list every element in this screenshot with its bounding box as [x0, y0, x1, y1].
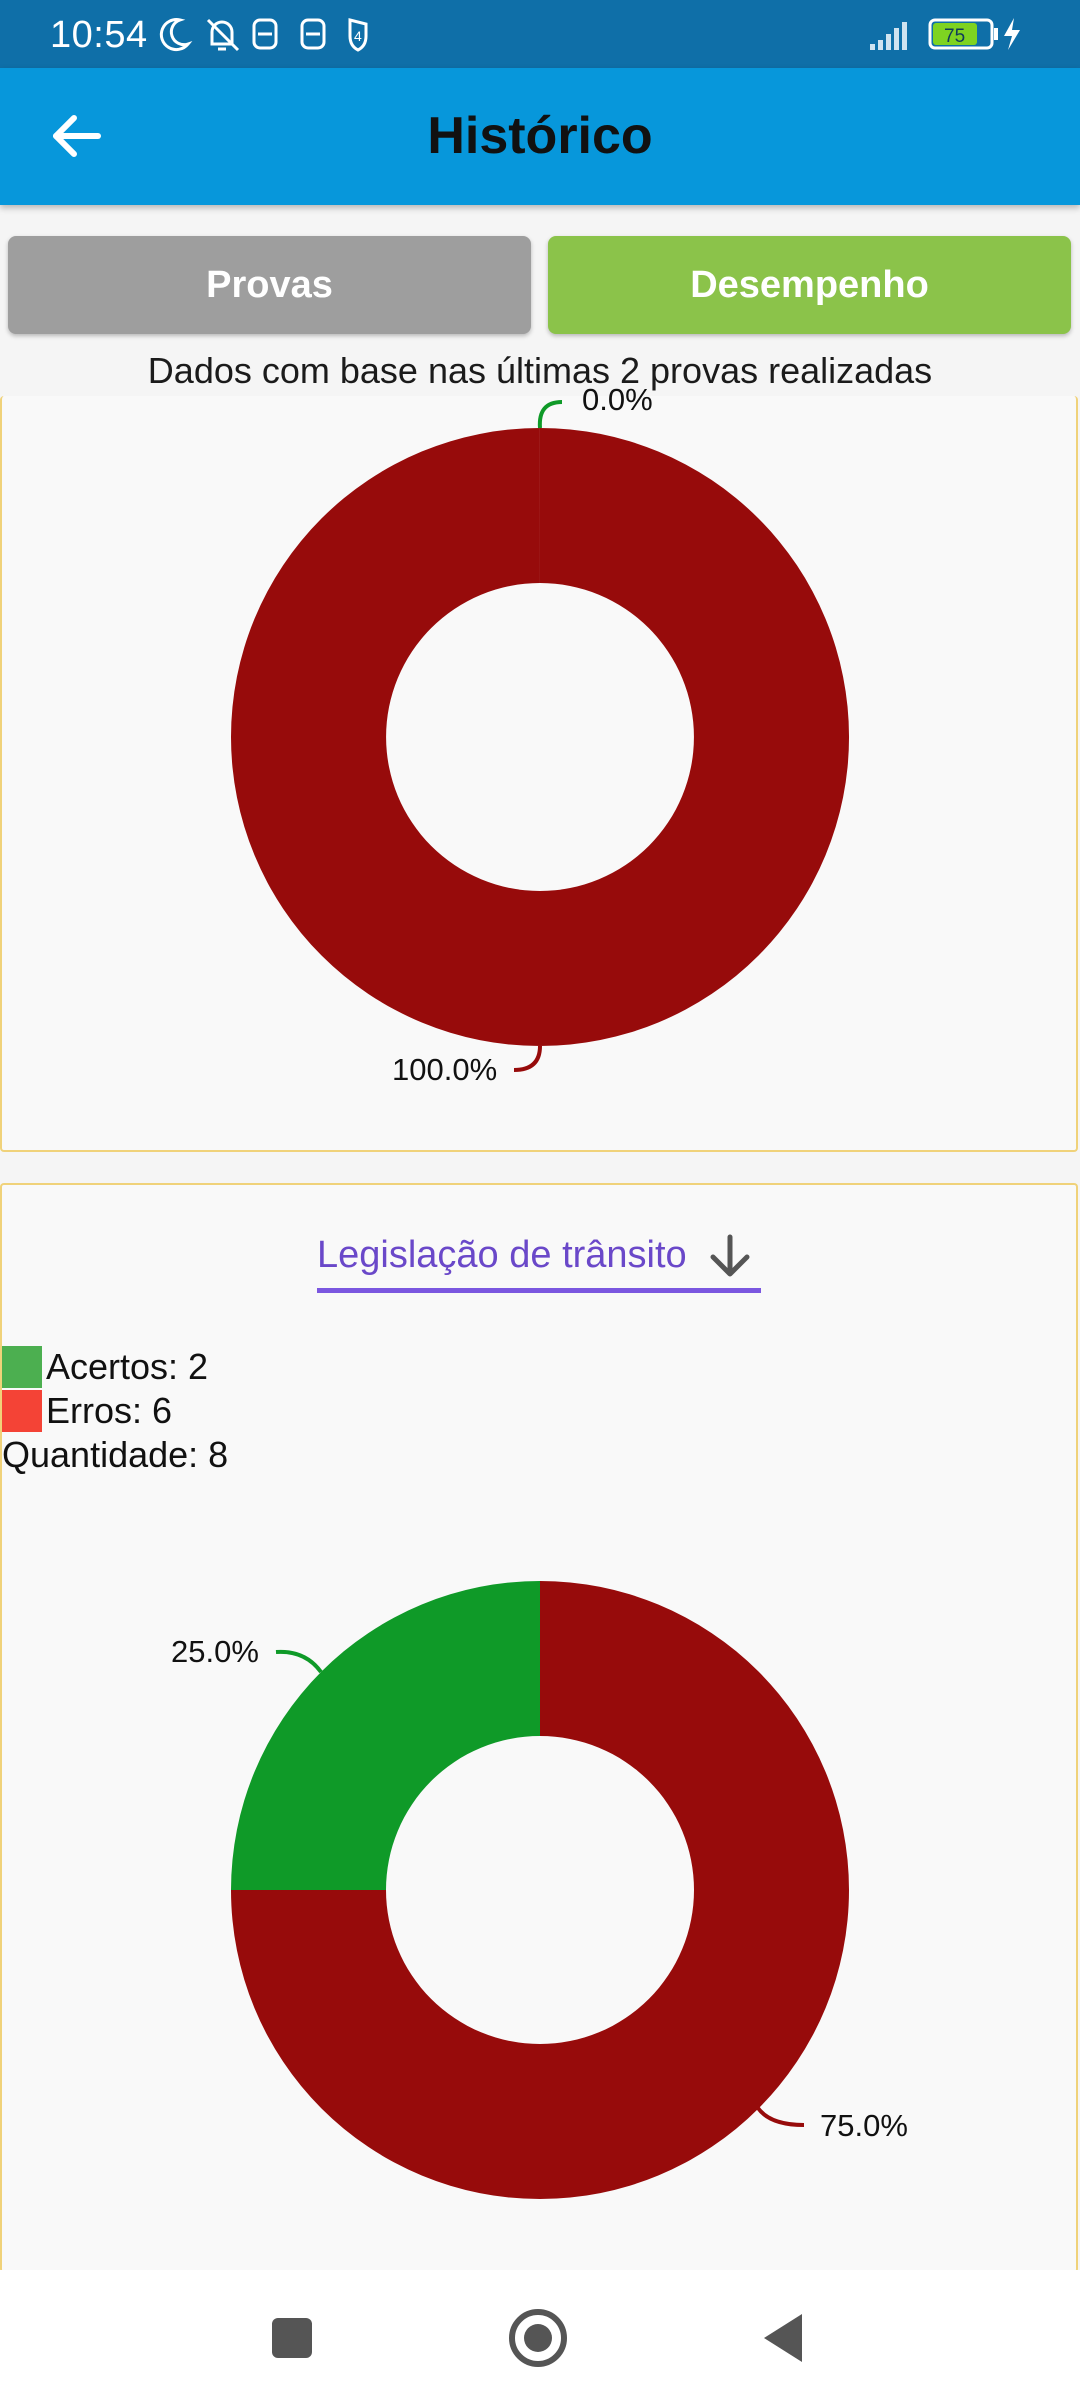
chart2-correct-leader [275, 1649, 323, 1674]
circle-home-icon[interactable] [504, 2304, 572, 2372]
category-donut-chart [231, 1581, 849, 2199]
system-nav-bar [0, 2270, 1080, 2400]
legend-acertos: Acertos: 2 [2, 1346, 208, 1388]
sim-icon-2 [300, 18, 326, 50]
category-dropdown[interactable]: Legislação de trânsito [317, 1223, 761, 1293]
battery-icon: 75 [928, 18, 998, 50]
chart1-wrong-label: 100.0% [392, 1052, 498, 1087]
back-arrow-icon[interactable] [40, 106, 110, 166]
chart2-wrong-label: 75.0% [820, 2108, 908, 2143]
sim-icon-1 [252, 18, 278, 50]
status-icons-left: 4 [159, 18, 368, 52]
tab-provas[interactable]: Provas [8, 236, 531, 334]
bell-off-icon [206, 18, 240, 52]
status-bar: 10:54 4 [0, 0, 1080, 68]
tab-desempenho[interactable]: Desempenho [548, 236, 1071, 334]
chart1-correct-label: 0.0% [582, 382, 653, 417]
page-title: Histórico [427, 107, 653, 165]
signal-icon [870, 22, 907, 50]
chart2-wrong-leader [756, 2106, 805, 2127]
chart1-slice-wrong [231, 428, 850, 1046]
legend-quantidade-text: Quantidade: 8 [2, 1434, 229, 1475]
chart2-correct-label: 25.0% [171, 1634, 259, 1669]
square-icon[interactable] [260, 2306, 324, 2370]
chart1-correct-leader [537, 400, 563, 429]
chart1-wrong-leader [513, 1045, 542, 1072]
app-bar: Histórico [0, 68, 1080, 205]
subtitle: Dados com base nas últimas 2 provas real… [147, 350, 933, 391]
charging-icon [1004, 18, 1020, 50]
moon-icon [159, 18, 193, 52]
legend-wrong-swatch [2, 1390, 42, 1432]
legend-correct-swatch [2, 1346, 42, 1388]
legend-erros: Erros: 6 [2, 1390, 172, 1432]
triangle-back-icon[interactable] [752, 2306, 816, 2370]
legend-erros-text: Erros: 6 [46, 1390, 173, 1431]
arrow-down-icon [710, 1234, 750, 1277]
category-dropdown-label: Legislação de trânsito [317, 1234, 687, 1276]
shield-icon: 4 [348, 18, 368, 52]
chart2-slice-correct [231, 1581, 540, 1890]
status-icons-right: 75 [870, 18, 1020, 50]
chart2-slice-wrong [231, 1581, 849, 2199]
overall-donut-chart [231, 400, 850, 1072]
status-time: 10:54 [50, 14, 148, 56]
svg-text:4: 4 [354, 28, 362, 44]
legend-quantidade: Quantidade: 8 [2, 1434, 228, 1476]
battery-level: 75 [944, 26, 965, 47]
legend-acertos-text: Acertos: 2 [46, 1346, 209, 1387]
